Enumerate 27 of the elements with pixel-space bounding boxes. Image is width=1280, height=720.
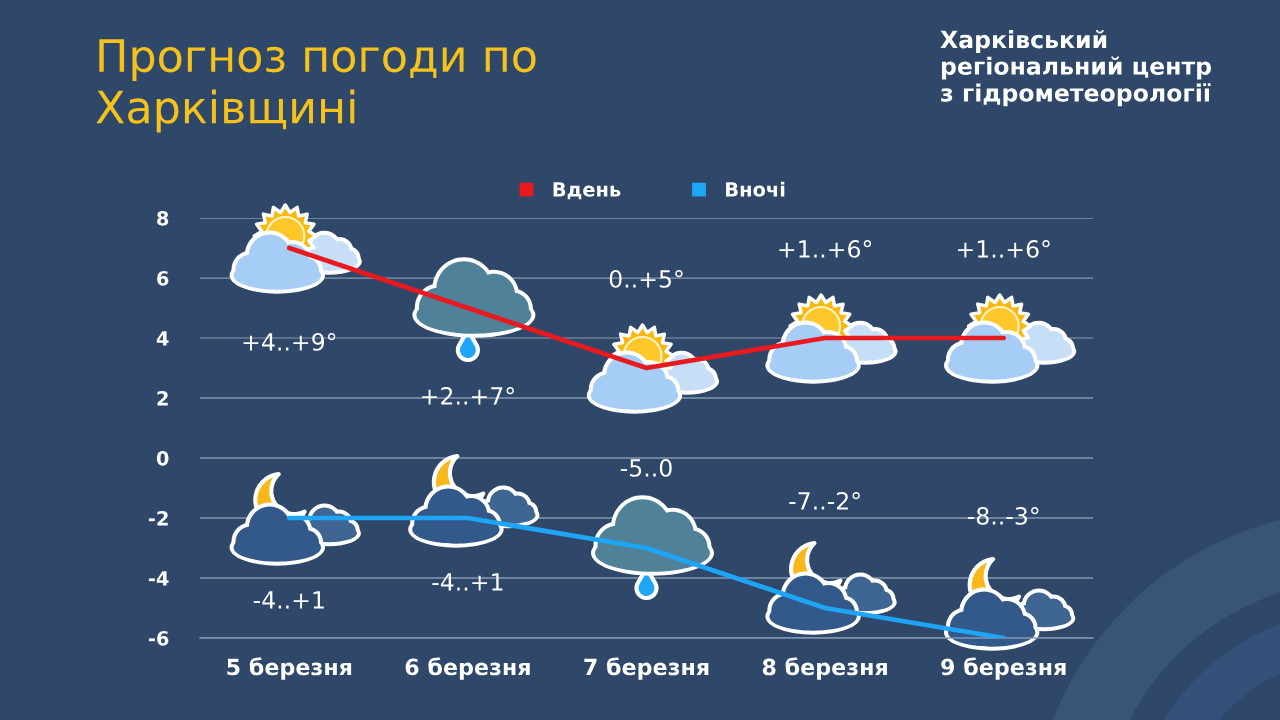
x-tick-label: 9 березня: [941, 657, 1066, 680]
y-tick-label: -2: [148, 510, 168, 526]
annotation: -7..-2°: [789, 491, 860, 510]
annotation: +1..+6°: [779, 239, 872, 258]
chart-title: Прогноз погоди по Харківщині: [96, 39, 536, 133]
x-tick-label: 5 березня: [227, 657, 352, 680]
annotation: +4..+9°: [243, 332, 336, 351]
x-tick-label: 6 березня: [405, 657, 530, 680]
y-tick-label: 6: [157, 270, 169, 286]
y-tick-label: 4: [156, 331, 169, 346]
x-tick-label: 8 березня: [762, 657, 887, 680]
legend-label: Вдень: [553, 182, 621, 200]
annotation: +2..+7°: [422, 386, 514, 405]
y-tick-label: -4: [148, 571, 169, 586]
text: Харківський регіональний центр з гідрометеорології: [940, 30, 1212, 107]
annotation: -4..+1: [253, 591, 324, 609]
annotation: 0..+5°: [609, 269, 683, 288]
annotation: -5..0: [620, 458, 672, 477]
y-tick-label: 0: [156, 450, 169, 466]
y-tick-label: -6: [148, 630, 169, 646]
annotation: +1..+6°: [957, 239, 1050, 258]
y-tick-label: 8: [157, 210, 169, 226]
x-tick-label: 7 березня: [584, 657, 709, 680]
annotation: -8..-3°: [967, 506, 1039, 525]
legend-label: Вночі: [726, 181, 785, 197]
annotation: -4..+1: [432, 573, 503, 591]
y-tick-label: 2: [157, 390, 168, 406]
